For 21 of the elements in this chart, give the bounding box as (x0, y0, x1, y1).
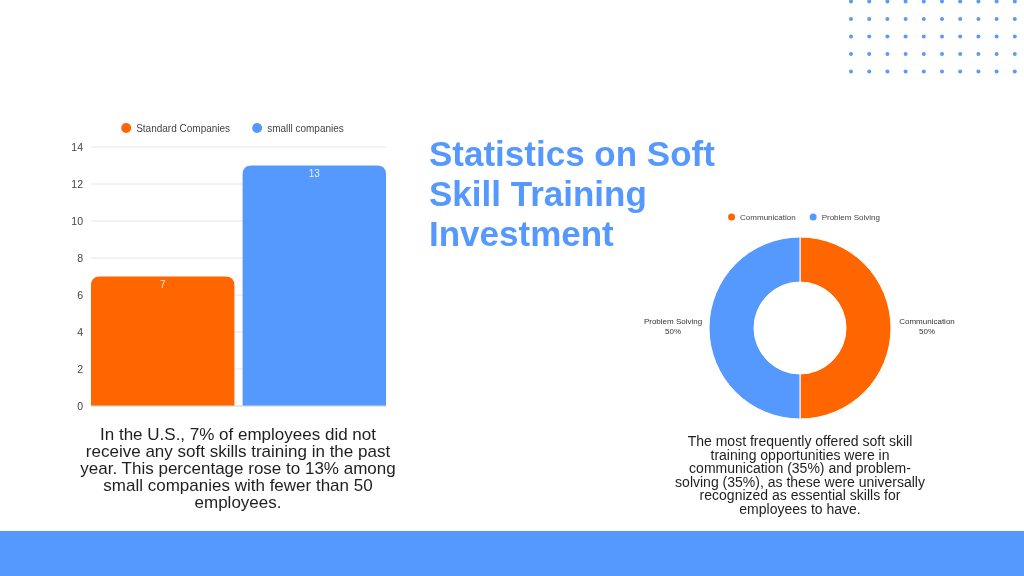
y-tick-label: 14 (71, 140, 84, 153)
legend-label: Communication (740, 212, 796, 222)
y-tick-label: 0 (77, 399, 84, 412)
y-tick-label: 6 (77, 288, 84, 301)
y-tick-label: 10 (71, 214, 84, 227)
y-tick-label: 4 (77, 325, 84, 338)
y-tick-label: 2 (77, 362, 84, 375)
text: The most frequently offered soft skill training opportunities were in communication (35%) and problem-solving (35%), as these were universally recognized as essential skills for employees to have. (675, 433, 925, 517)
chart-title: Statistics on Soft Skill Training Investment (429, 134, 716, 253)
legend-label: Standard Companies (136, 122, 231, 134)
slice-label: Problem Solving (643, 317, 703, 326)
legend-label: Problem Solving (821, 212, 880, 222)
slice-label: Communication (899, 317, 955, 326)
data-label: 50% (918, 327, 936, 336)
data-label: 13 (308, 167, 321, 179)
y-tick-label: 8 (77, 251, 84, 264)
text: In the U.S., 7% of employees did not receive any soft skills training in the past year. This percentage rose to 13% among small companies with fewer than 50 employees. (80, 425, 396, 512)
data-label: 7 (159, 278, 166, 290)
y-tick-label: 12 (71, 177, 84, 190)
data-label: 50% (664, 327, 682, 336)
legend-label: smalll companies (267, 122, 344, 134)
